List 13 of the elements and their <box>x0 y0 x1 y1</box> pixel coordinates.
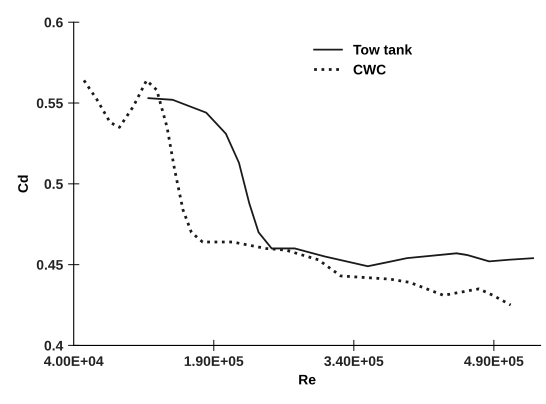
y-tick-label: 0.4 <box>44 340 64 351</box>
x-tick-label: 4.00E+04 <box>44 356 104 366</box>
x-axis-title: Re <box>299 374 316 385</box>
x-tick-label: 1.90E+05 <box>184 356 244 366</box>
y-tick-label: 0.6 <box>44 18 63 28</box>
y-tick-label: 0.55 <box>36 98 63 108</box>
x-tick-label: 3.40E+05 <box>324 356 384 366</box>
y-axis-title: Cd <box>18 175 28 193</box>
y-tick-label: 0.45 <box>36 260 63 270</box>
x-tick-label: 4.90E+05 <box>464 356 524 366</box>
y-tick-label: 0.5 <box>44 179 63 189</box>
legend-label: CWC <box>354 64 386 75</box>
legend-label: Tow tank <box>353 44 412 55</box>
